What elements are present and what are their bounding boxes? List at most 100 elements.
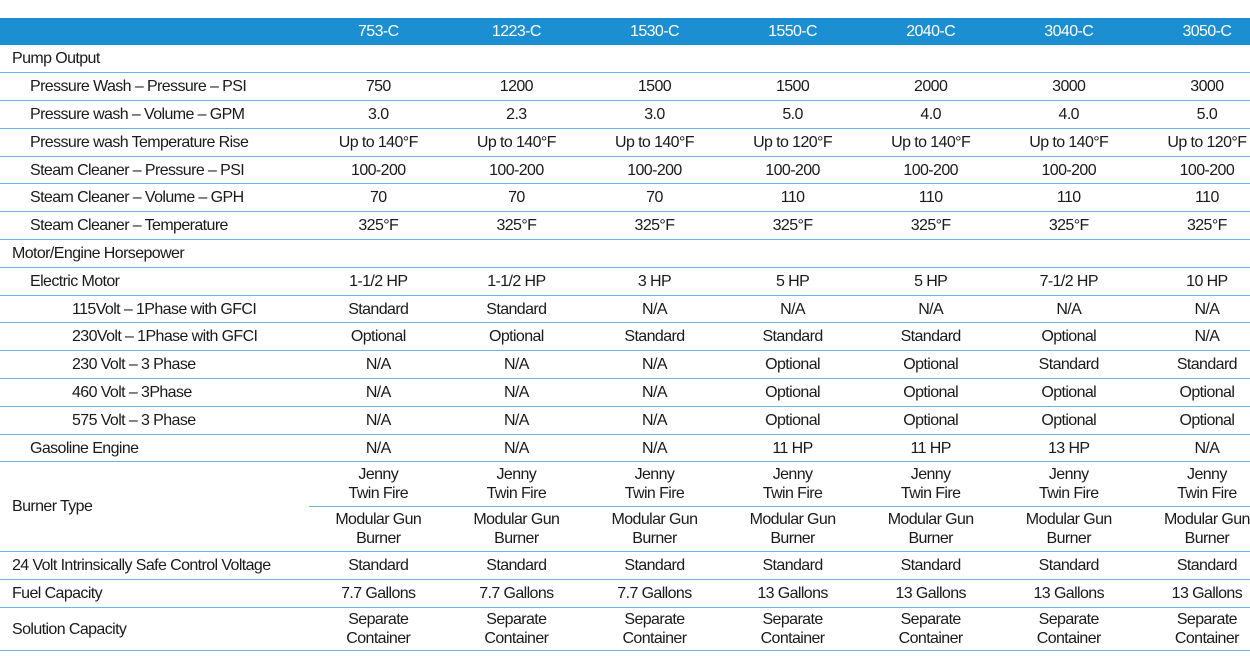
row-label: Pump Output: [12, 50, 100, 68]
table-cell: 5.0: [1138, 101, 1250, 129]
cell-text: 3.0: [644, 105, 665, 123]
row-label: 115Volt – 1Phase with GFCI: [72, 300, 257, 318]
table-cell: 750: [309, 73, 447, 101]
table-cell: Up to 140°F: [862, 128, 1000, 156]
table-row: 575 Volt – 3 Phase N/A N/A N/A Optional Optio…: [0, 406, 1250, 435]
cell-text: Optional: [765, 383, 820, 401]
table-row: 460 Volt – 3Phase N/A N/A N/A Optional Option…: [0, 379, 1250, 407]
table-cell: 7.7 Gallons: [447, 580, 585, 608]
table-cell: Standard: [585, 323, 723, 351]
cell-text: 13 Gallons: [895, 585, 966, 603]
cell-text: Up to 140°F: [476, 133, 557, 151]
cell-line: Jenny: [358, 466, 399, 484]
row-label: Electric Motor: [30, 272, 120, 290]
cell-text: N/A: [780, 300, 805, 318]
table-cell: 100-200: [1138, 156, 1250, 184]
cell-text: N/A: [1194, 439, 1220, 457]
sub-cell: Jenny Twin Fire: [447, 462, 585, 506]
cell-text: 70: [508, 189, 525, 207]
sub-cell: Modular Gun Burner: [723, 506, 862, 551]
row-label: Steam Cleaner – Pressure – PSI: [30, 161, 245, 179]
table-cell: N/A: [862, 295, 1000, 323]
table-cell: Up to 140°F: [309, 128, 447, 156]
table-cell: Separate Container: [447, 608, 585, 651]
cell-line: Modular Gun: [335, 511, 422, 529]
cell-text: 13 HP: [1048, 439, 1090, 457]
cell-line: Separate: [762, 611, 823, 629]
table-cell: 5 HP: [724, 267, 862, 295]
table-cell: 100-200: [585, 156, 723, 184]
row-label: Gasoline Engine: [30, 439, 139, 457]
spec-table: 753-C 1223-C 1530-C 1550-C 2040-C 3040-C 3050-…: [0, 18, 1250, 651]
table-cell: N/A: [585, 434, 723, 462]
table-cell: [447, 240, 585, 268]
table-cell: N/A: [1138, 295, 1250, 323]
cell-text: 1-1/2 HP: [349, 272, 408, 290]
table-cell: N/A: [309, 379, 447, 407]
cell-text: N/A: [1194, 300, 1220, 318]
cell-text: Optional: [1041, 328, 1097, 346]
table-row: Steam Cleaner – Volume – GPH 70 70 70 110 110…: [0, 184, 1250, 212]
cell-text: N/A: [642, 356, 667, 374]
cell-text: N/A: [503, 383, 529, 401]
table-cell: Standard: [1138, 552, 1250, 580]
table-cell: Standard: [724, 323, 862, 351]
cell-line: Separate: [1038, 611, 1100, 629]
cell-text: 100-200: [627, 161, 682, 179]
cell-text: Standard: [762, 557, 823, 575]
table-cell: Up to 140°F: [447, 128, 585, 156]
cell-line: Jenny: [496, 466, 537, 484]
table-cell: Up to 120°F: [724, 128, 862, 156]
cell-text: 1500: [637, 78, 672, 96]
table-row: Pressure Wash – Pressure – PSI 750 1200 150…: [0, 73, 1250, 101]
cell-text: Optional: [1179, 411, 1235, 429]
table-cell: Up to 120°F: [1138, 128, 1250, 156]
table-cell: N/A: [309, 351, 447, 379]
table-row: Motor/Engine Horsepower: [0, 240, 1250, 268]
row-label: Motor/Engine Horsepower: [12, 244, 185, 262]
cell-text: N/A: [642, 411, 667, 429]
table-cell: Jenny Twin Fire Modular Gun Burner: [999, 462, 1138, 552]
cell-text: 5.0: [1196, 105, 1218, 123]
cell-text: 100-200: [489, 161, 544, 179]
cell-text: 100-200: [351, 161, 406, 179]
cell-text: Up to 120°F: [1167, 133, 1247, 151]
table-cell: [862, 240, 1000, 268]
sub-cell: Jenny Twin Fire: [309, 462, 447, 506]
table-cell: 325°F: [862, 212, 1000, 240]
cell-text: 7-1/2 HP: [1039, 272, 1099, 290]
table-cell: [1000, 240, 1138, 268]
cell-text: 110: [1195, 189, 1219, 207]
cell-line: Burner: [908, 530, 953, 548]
sub-cell: Jenny Twin Fire: [862, 462, 1000, 506]
table-cell: 7.7 Gallons: [585, 580, 723, 608]
table-cell: 5.0: [724, 101, 862, 129]
row-label: Steam Cleaner – Temperature: [30, 217, 228, 235]
row-label: Pressure wash Temperature Rise: [30, 133, 249, 151]
table-cell: 13 Gallons: [1000, 580, 1138, 608]
cell-text: N/A: [642, 300, 667, 318]
cell-text: 100-200: [903, 161, 958, 179]
cell-line: Separate: [348, 611, 409, 629]
cell-text: Standard: [762, 328, 823, 346]
table-row: Steam Cleaner – Pressure – PSI 100-200 100…: [0, 156, 1250, 184]
cell-text: 13 Gallons: [1171, 585, 1243, 603]
cell-text: Standard: [348, 300, 409, 318]
table-cell: 7-1/2 HP: [1000, 267, 1138, 295]
cell-line: Container: [898, 630, 964, 648]
table-row: Steam Cleaner – Temperature 325°F 325°F 325…: [0, 212, 1250, 240]
table-cell: N/A: [447, 434, 585, 462]
row-label: Fuel Capacity: [12, 585, 103, 603]
table-cell: Standard: [1000, 351, 1138, 379]
cell-line: Twin Fire: [1177, 485, 1237, 503]
cell-line: Separate: [624, 611, 685, 629]
cell-text: Standard: [1038, 356, 1100, 374]
cell-text: 110: [780, 189, 805, 207]
cell-line: Modular Gun: [611, 511, 699, 529]
table-cell: [1000, 45, 1138, 73]
row-label: Burner Type: [12, 498, 93, 516]
cell-text: 325°F: [634, 217, 675, 235]
cell-text: N/A: [503, 439, 529, 457]
table-cell: Jenny Twin Fire Modular Gun Burner: [861, 462, 1000, 552]
column-header: 3050-C: [1182, 22, 1232, 40]
